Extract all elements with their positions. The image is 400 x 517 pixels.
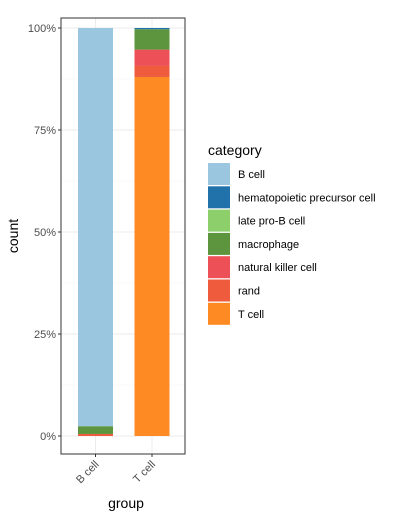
legend-key xyxy=(208,232,230,255)
y-tick-label: 75% xyxy=(34,125,56,137)
legend-key xyxy=(208,302,230,325)
bar-segment xyxy=(134,65,170,77)
legend-label: natural killer cell xyxy=(238,262,317,274)
legend-key xyxy=(208,186,230,209)
plot-panel-border xyxy=(60,17,186,455)
legend-label: rand xyxy=(238,286,260,298)
bar-segment xyxy=(78,28,113,427)
bar-segment xyxy=(134,28,170,30)
legend-title: category xyxy=(208,142,262,158)
legend-key xyxy=(208,163,230,185)
bar-segment xyxy=(134,29,170,50)
legend-label: B cell xyxy=(238,169,265,181)
bar-segment xyxy=(134,49,170,66)
x-tick-label: B cell xyxy=(74,459,102,487)
bars xyxy=(78,28,170,437)
y-tick-label: 100% xyxy=(28,23,56,35)
legend-key xyxy=(208,279,230,302)
y-tick-label: 0% xyxy=(40,431,56,443)
bar-segment xyxy=(78,433,113,436)
x-axis-title: group xyxy=(108,495,144,511)
legend-label: late pro-B cell xyxy=(238,216,305,228)
y-axis-title: count xyxy=(5,219,21,253)
bar-segment xyxy=(134,76,170,437)
legend-key xyxy=(208,256,230,279)
legend: category B cell hematopoietic precursor c… xyxy=(208,142,376,325)
x-tick-label: T cell xyxy=(131,459,158,486)
legend-key xyxy=(208,209,230,232)
bar-segment xyxy=(78,426,113,434)
x-axis-ticks: B cell T cell xyxy=(74,454,158,486)
y-tick-label: 25% xyxy=(34,329,56,341)
y-tick-label: 50% xyxy=(34,227,56,239)
legend-label: macrophage xyxy=(238,239,299,251)
legend-label: hematopoietic precursor cell xyxy=(238,192,376,204)
y-axis-ticks: 0% 25% 50% 75% 100% xyxy=(28,23,61,443)
legend-label: T cell xyxy=(238,309,264,321)
